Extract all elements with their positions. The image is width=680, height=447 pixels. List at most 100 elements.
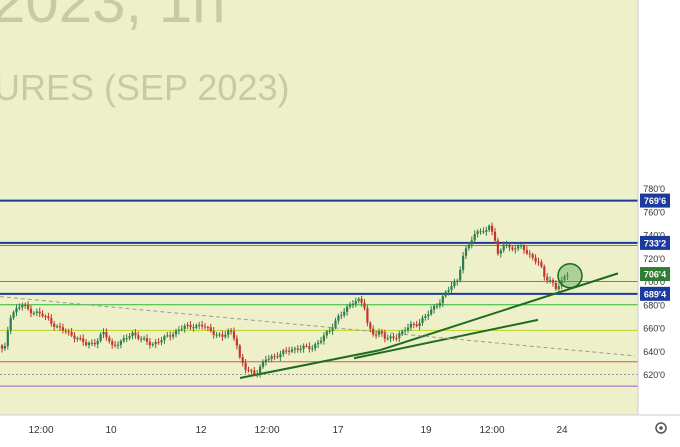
candle-body-75 bbox=[218, 334, 221, 336]
candle-body-175 bbox=[508, 244, 511, 248]
candle-body-181 bbox=[525, 250, 528, 254]
candle-body-135 bbox=[392, 336, 395, 339]
candle-body-126 bbox=[366, 308, 369, 323]
candle-body-124 bbox=[360, 298, 363, 303]
candle-body-81 bbox=[235, 338, 238, 346]
candle-body-38 bbox=[111, 341, 114, 345]
candle-body-167 bbox=[485, 229, 488, 232]
candle-body-145 bbox=[421, 317, 424, 323]
price-badge-3: 689'4 bbox=[640, 286, 670, 301]
trendline-1 bbox=[379, 272, 619, 352]
candle-body-1 bbox=[3, 345, 6, 349]
candle-body-66 bbox=[192, 327, 195, 329]
candle-body-69 bbox=[201, 324, 204, 327]
candle-body-28 bbox=[82, 338, 85, 343]
candle-body-185 bbox=[537, 261, 540, 263]
candle-body-83 bbox=[241, 357, 244, 363]
candle-body-20 bbox=[58, 326, 62, 328]
candle-body-97 bbox=[282, 350, 285, 355]
candle-body-161 bbox=[467, 244, 470, 249]
price-tick-2: 660'0 bbox=[643, 324, 665, 334]
price-tick-5: 720'0 bbox=[643, 254, 665, 264]
candle-body-168 bbox=[488, 225, 491, 230]
candle-body-50 bbox=[145, 338, 149, 342]
candle-body-23 bbox=[67, 331, 70, 333]
time-tick-1: 10 bbox=[105, 425, 117, 436]
candle-body-88 bbox=[256, 373, 259, 375]
time-tick-7: 24 bbox=[556, 425, 568, 436]
candle-body-158 bbox=[459, 269, 462, 281]
candle-body-176 bbox=[511, 247, 514, 250]
candle-body-48 bbox=[140, 338, 143, 340]
candle-body-94 bbox=[273, 356, 276, 358]
candle-body-171 bbox=[496, 240, 499, 254]
candle-body-108 bbox=[314, 344, 317, 349]
price-tick-7: 760'0 bbox=[643, 207, 665, 217]
candle-body-190 bbox=[551, 280, 555, 283]
candle-body-91 bbox=[264, 359, 267, 362]
price-axis-badges: 769'6 733'2 706'4 689'4 bbox=[640, 193, 670, 301]
price-axis-ticks: 620'0 640'0 660'0 680'0 700'0 720'0 740'0 760'0… bbox=[643, 184, 665, 380]
candle-body-110 bbox=[319, 340, 323, 343]
candle-body-27 bbox=[79, 338, 82, 340]
candle-body-103 bbox=[299, 348, 302, 350]
candle-body-78 bbox=[227, 330, 230, 335]
candle-body-117 bbox=[340, 315, 343, 317]
plot-background bbox=[0, 0, 638, 415]
time-axis-panel[interactable] bbox=[0, 415, 680, 442]
candle-body-99 bbox=[288, 350, 291, 352]
candle-body-95 bbox=[276, 356, 279, 358]
candle-body-100 bbox=[290, 349, 294, 352]
trendlines bbox=[0, 272, 636, 379]
settings-gear-icon[interactable] bbox=[655, 422, 667, 434]
candle-body-170 bbox=[493, 231, 497, 241]
candle-body-49 bbox=[143, 338, 146, 340]
candle-body-179 bbox=[520, 245, 523, 247]
candle-body-121 bbox=[351, 303, 354, 305]
candle-body-13 bbox=[38, 311, 41, 314]
candle-body-35 bbox=[102, 332, 105, 335]
candle-body-51 bbox=[148, 341, 151, 346]
candle-body-2 bbox=[6, 330, 9, 346]
candle-body-138 bbox=[401, 331, 404, 335]
candle-body-98 bbox=[285, 350, 288, 352]
candle-body-31 bbox=[90, 342, 93, 344]
candle-body-84 bbox=[244, 362, 247, 370]
candle-body-9 bbox=[27, 305, 30, 309]
candle-body-60 bbox=[174, 330, 178, 335]
candle-body-146 bbox=[424, 316, 427, 318]
candle-body-41 bbox=[119, 340, 122, 345]
candle-body-136 bbox=[395, 338, 398, 340]
candle-body-186 bbox=[540, 262, 543, 267]
candle-body-162 bbox=[470, 240, 473, 245]
candle-body-15 bbox=[44, 316, 47, 318]
candle-body-96 bbox=[279, 354, 282, 358]
candle-body-149 bbox=[433, 306, 436, 310]
candle-body-102 bbox=[296, 348, 299, 350]
candle-body-189 bbox=[549, 280, 552, 282]
candle-body-163 bbox=[473, 233, 476, 241]
candle-body-150 bbox=[435, 305, 439, 307]
candle-body-7 bbox=[21, 304, 24, 308]
candle-body-18 bbox=[53, 323, 56, 327]
trendline-3 bbox=[0, 296, 636, 357]
candle-body-151 bbox=[438, 303, 441, 306]
candle-body-68 bbox=[198, 324, 201, 326]
candle-body-132 bbox=[383, 333, 386, 339]
candle-body-192 bbox=[557, 286, 560, 290]
candle-body-85 bbox=[247, 369, 250, 371]
candle-body-106 bbox=[308, 346, 311, 349]
candle-body-187 bbox=[543, 266, 546, 277]
candle-body-16 bbox=[47, 316, 50, 319]
candle-body-17 bbox=[50, 318, 53, 324]
highlight-marker bbox=[557, 262, 583, 289]
price-tick-4: 700'0 bbox=[643, 277, 665, 287]
candle-body-115 bbox=[334, 320, 337, 328]
candle-body-76 bbox=[221, 334, 224, 337]
time-tick-2: 12 bbox=[195, 425, 207, 436]
candle-body-29 bbox=[85, 342, 88, 345]
candle-body-70 bbox=[203, 326, 207, 328]
price-badge-label-1: 733'2 bbox=[644, 238, 666, 248]
candle-body-0 bbox=[0, 345, 4, 349]
